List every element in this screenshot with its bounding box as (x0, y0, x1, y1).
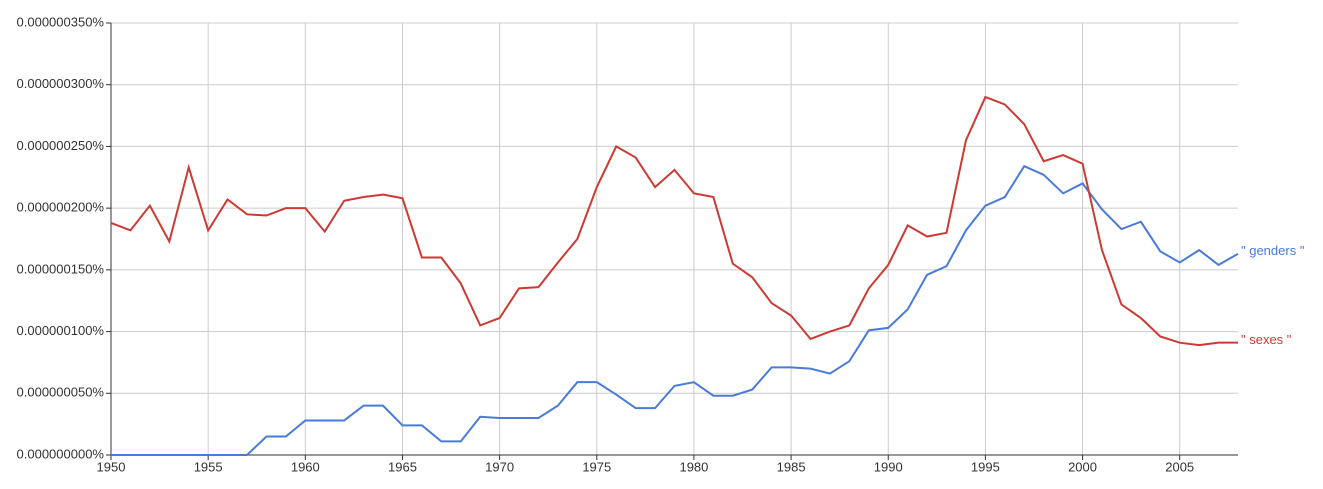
y-tick-label: 0.000000050% (17, 385, 105, 400)
x-tick-label: 2000 (1068, 459, 1097, 474)
x-tick-label: 1950 (97, 459, 126, 474)
x-tick-label: 2005 (1165, 459, 1194, 474)
y-tick-label: 0.000000150% (17, 261, 105, 276)
x-tick-label: 1995 (971, 459, 1000, 474)
y-tick-label: 0.000000200% (17, 200, 105, 215)
x-tick-label: 1975 (582, 459, 611, 474)
x-tick-label: 1990 (874, 459, 903, 474)
y-tick-label: 0.000000000% (17, 446, 105, 461)
x-tick-label: 1960 (291, 459, 320, 474)
x-tick-label: 1985 (777, 459, 806, 474)
y-tick-label: 0.000000300% (17, 76, 105, 91)
x-tick-label: 1965 (388, 459, 417, 474)
y-tick-label: 0.000000250% (17, 138, 105, 153)
legend-label: " genders " (1241, 243, 1305, 258)
y-tick-label: 0.000000350% (17, 14, 105, 29)
x-tick-label: 1970 (485, 459, 514, 474)
series-line (110, 95, 1238, 347)
x-tick-label: 1955 (194, 459, 223, 474)
y-tick-label: 0.000000100% (17, 323, 105, 338)
legend-label: " sexes " (1241, 332, 1292, 347)
x-tick-label: 1980 (679, 459, 708, 474)
series-line (111, 164, 1239, 456)
